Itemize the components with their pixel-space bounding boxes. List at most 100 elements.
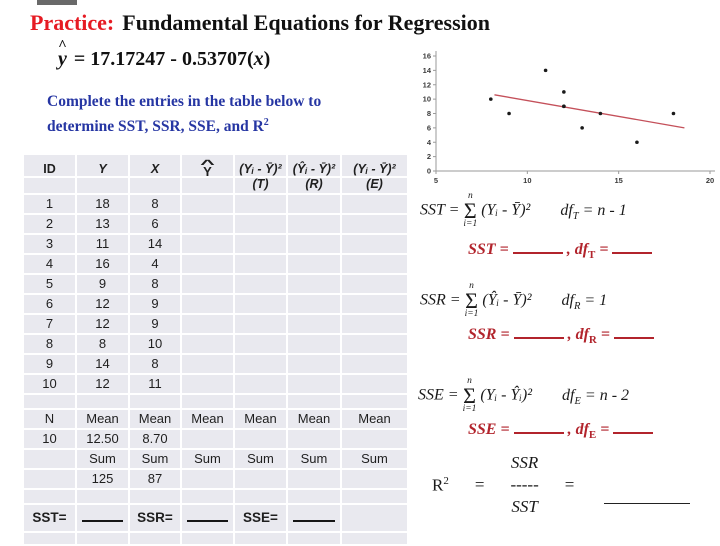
table-cell <box>340 293 409 315</box>
fraction-denominator: SST <box>511 497 538 516</box>
answer-blank <box>604 503 691 504</box>
table-cell: 11 <box>75 233 130 255</box>
table-cell: 9 <box>128 293 182 315</box>
table-cell <box>286 193 342 215</box>
ssr-formula-lhs: SSR <box>420 291 446 309</box>
table-cell <box>340 373 409 395</box>
table-cell <box>180 273 235 295</box>
table-cell <box>286 393 342 410</box>
sse-formula-body: (Yᵢ - Ŷᵢ)² <box>480 386 533 404</box>
column-header-sst-term: (Yᵢ - Ȳ)² <box>233 153 288 178</box>
table-spacer-row <box>22 393 409 410</box>
table-cell <box>340 353 409 375</box>
table-cell: 4 <box>22 253 77 275</box>
sse-formula-lhs: SSE <box>418 386 444 404</box>
column-header-sse-term: (Yᵢ - Ȳ)² <box>340 153 409 178</box>
fraction-numerator: SSR <box>510 453 539 472</box>
table-cell <box>180 393 235 410</box>
data-point <box>489 97 493 101</box>
table-cell <box>233 373 288 395</box>
table-header: ID Y X ^ Y (Yᵢ - Ȳ)² (Ŷᵢ - Ȳ)² (Yᵢ - Ȳ)² … <box>22 153 409 195</box>
data-point <box>635 140 639 145</box>
table-cell <box>286 468 342 490</box>
table-cell: 5 <box>22 273 77 295</box>
table-cell <box>233 213 288 235</box>
sse-total-blank <box>286 503 342 533</box>
ssr-total-label: SSR= <box>128 503 182 533</box>
table-cell <box>180 333 235 355</box>
table-cell: 6 <box>128 213 182 235</box>
table-cell <box>286 293 342 315</box>
table-cell <box>340 468 409 490</box>
table-cell <box>286 488 342 505</box>
table-row: Sum Sum Sum Sum Sum Sum <box>22 448 409 470</box>
title-text: Fundamental Equations for Regression <box>122 10 491 35</box>
table-cell: 3 <box>22 233 77 255</box>
table-cell: Sum <box>340 448 409 470</box>
table-cell: 4 <box>128 253 182 275</box>
y-tick-label: 2 <box>427 152 431 161</box>
table-cell <box>233 393 288 410</box>
table-cell: 12 <box>75 313 130 335</box>
table-cell: 9 <box>22 353 77 375</box>
instruction-text: Complete the entries in the table below … <box>47 91 321 137</box>
table-cell <box>180 353 235 375</box>
column-header-yhat: ^ Y <box>180 153 235 178</box>
table-cell <box>233 353 288 375</box>
sse-answer-line: SSE =, dfE = <box>468 421 657 441</box>
page-title: Practice: Fundamental Equations for Regre… <box>30 10 490 36</box>
y-hat-symbol: ^ y <box>58 38 67 70</box>
table-cell <box>286 353 342 375</box>
table-cell <box>180 468 235 490</box>
y-tick-label: 14 <box>423 66 432 75</box>
table-cell <box>233 293 288 315</box>
answer-blank <box>187 520 228 523</box>
x-tick-label: 10 <box>523 176 531 185</box>
table-row: 4 16 4 <box>22 253 409 275</box>
table-cell: 6 <box>22 293 77 315</box>
table-cell <box>233 488 288 505</box>
x-tick-label: 20 <box>706 176 714 185</box>
table-cell <box>340 428 409 450</box>
table-row: 10 12 11 <box>22 373 409 395</box>
table-cell <box>75 393 130 410</box>
table-cell <box>340 193 409 215</box>
table-cell <box>180 373 235 395</box>
ssr-formula-body: (Ŷᵢ - Ȳ)² <box>482 291 532 309</box>
sse-df: dfE = n - 2 <box>562 386 630 407</box>
fraction-bar: ----- <box>510 475 539 494</box>
scatter-chart: 0 2 4 6 8 10 12 14 16 5 10 15 20 <box>414 45 716 185</box>
table-body: 1 18 8 2 13 6 3 11 14 4 16 4 5 9 8 6 12 9 7 12 9 8 8 10 9 14 8 10 12… <box>22 193 409 505</box>
table-footer: SST= SSR= SSE= <box>22 503 409 546</box>
table-cell: 8 <box>128 273 182 295</box>
table-spacer-row <box>22 488 409 505</box>
table-cell <box>286 273 342 295</box>
r-squared-sup: 2 <box>263 117 269 128</box>
table-cell <box>340 393 409 410</box>
data-point <box>580 126 584 130</box>
y-tick-label: 0 <box>427 167 431 176</box>
table-row: 9 14 8 <box>22 353 409 375</box>
answer-blank <box>612 252 653 254</box>
ssr-total-blank <box>180 503 235 533</box>
table-cell: 11 <box>128 373 182 395</box>
table-cell: 8.70 <box>128 428 182 450</box>
data-table: ID Y X ^ Y (Yᵢ - Ȳ)² (Ŷᵢ - Ȳ)² (Yᵢ - Ȳ)² … <box>22 153 409 546</box>
table-cell <box>75 488 130 505</box>
table-cell <box>180 293 235 315</box>
subheader-T: (T) <box>233 176 288 195</box>
column-header-id: ID <box>22 153 77 178</box>
r-squared-formula: R2 = SSR ----- SST = <box>432 452 694 518</box>
y-tick-label: 4 <box>427 138 432 147</box>
instruction-line-1: Complete the entries in the table below … <box>47 93 322 110</box>
table-cell <box>128 393 182 410</box>
table-cell: Mean <box>180 408 235 430</box>
table-header-row: ID Y X ^ Y (Yᵢ - Ȳ)² (Ŷᵢ - Ȳ)² (Yᵢ - Ȳ)² <box>22 153 409 178</box>
table-cell: 125 <box>75 468 130 490</box>
x-tick-label: 5 <box>434 176 438 185</box>
sse-total-label: SSE= <box>233 503 288 533</box>
